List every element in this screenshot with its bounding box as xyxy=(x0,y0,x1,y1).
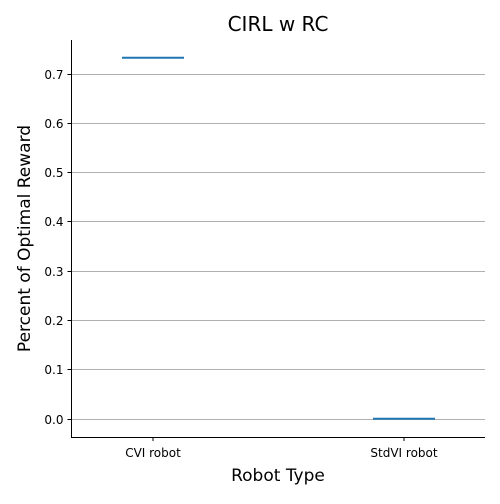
x-tick-label: StdVI robot xyxy=(370,446,437,460)
y-tick-label: 0.7 xyxy=(44,68,63,82)
grid-lines xyxy=(71,74,485,420)
y-tick-label: 0.0 xyxy=(44,413,63,427)
axes xyxy=(71,40,485,438)
data-marks xyxy=(122,56,435,420)
y-tick-label: 0.2 xyxy=(44,314,63,328)
x-axis-label: Robot Type xyxy=(231,466,325,486)
y-tick-label: 0.3 xyxy=(44,265,63,279)
y-tick-label: 0.4 xyxy=(44,215,63,229)
y-tick-label: 0.6 xyxy=(44,117,63,131)
y-tick-label: 0.1 xyxy=(44,363,63,377)
y-axis-label: Percent of Optimal Reward xyxy=(15,125,35,352)
tick-labels: 0.0 0.1 0.2 0.3 0.4 0.5 0.6 0.7 CVI robot StdVI r… xyxy=(44,68,437,460)
y-tick-label: 0.5 xyxy=(44,166,63,180)
chart-title: CIRL w RC xyxy=(228,12,329,36)
x-tick-label: CVI robot xyxy=(125,446,181,460)
